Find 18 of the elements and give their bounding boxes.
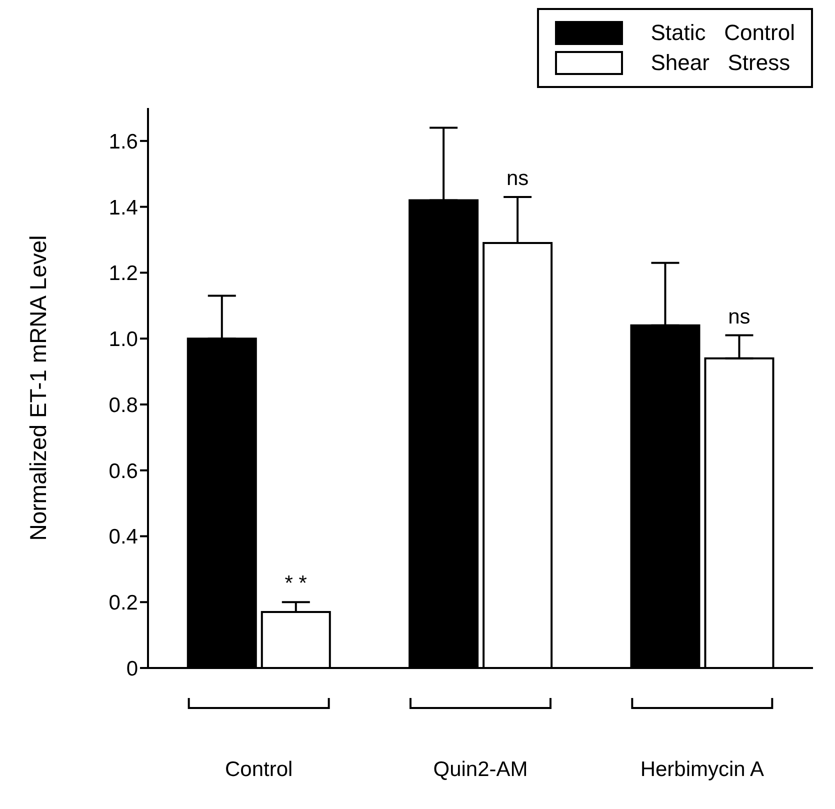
y-tick-label: 0.6 (108, 460, 138, 483)
y-tick-label: 1.0 (108, 328, 138, 352)
x-tick-label: Quin2-AM (433, 758, 528, 781)
legend-label: Static Control (650, 20, 795, 46)
x-tick-label: Control (224, 758, 293, 781)
legend-label: Shear Stress (650, 50, 790, 76)
y-tick-label: 0.8 (108, 394, 138, 417)
y-tick-label: 0.2 (108, 592, 138, 615)
x-tick-label: Herbimycin A (640, 758, 764, 781)
annotation: ns (728, 305, 750, 328)
y-tick-label: 0 (126, 657, 138, 680)
y-tick-label: 1.4 (108, 196, 138, 220)
y-tick-label: 1.2 (108, 262, 138, 286)
y-tick-label: 1.6 (108, 130, 138, 154)
annotation: ns (506, 166, 529, 190)
y-axis-title: Normalized ET-1 mRNA Level (25, 235, 52, 541)
annotation: * * (284, 572, 307, 596)
y-tick-label: 0.4 (108, 526, 138, 549)
